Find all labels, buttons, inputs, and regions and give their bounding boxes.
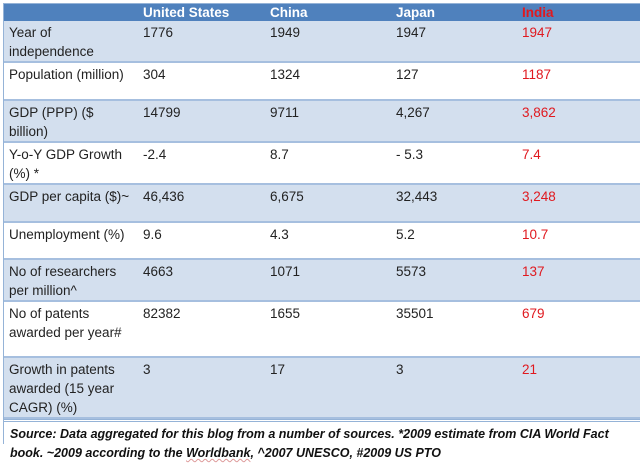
cell-india: 679 <box>517 301 640 358</box>
cell-united-states: 4663 <box>138 259 265 302</box>
row-label: GDP (PPP) ($ billion) <box>4 100 138 143</box>
row-label: Growth in patents awarded (15 year CAGR)… <box>4 357 138 419</box>
table-row: GDP (PPP) ($ billion) 14799 9711 4,267 3,862 <box>4 100 640 143</box>
row-label: Population (million) <box>4 62 138 101</box>
cell-japan: 4,267 <box>391 100 517 143</box>
cell-india: 21 <box>517 357 640 419</box>
cell-india: 7.4 <box>517 142 640 185</box>
cell-india: 137 <box>517 259 640 302</box>
table-row: No of patents awarded per year# 82382 1655… <box>4 301 640 358</box>
cell-china: 8.7 <box>265 142 391 185</box>
row-label: No of patents awarded per year# <box>4 301 138 358</box>
cell-china: 1655 <box>265 301 391 358</box>
row-label: No of researchers per million^ <box>4 259 138 302</box>
cell-united-states: 1776 <box>138 21 265 63</box>
cell-china: 1949 <box>265 21 391 63</box>
cell-india: 10.7 <box>517 222 640 260</box>
cell-japan: 1947 <box>391 21 517 63</box>
cell-japan: 32,443 <box>391 184 517 223</box>
cell-united-states: 3 <box>138 357 265 419</box>
cell-united-states: -2.4 <box>138 142 265 185</box>
cell-india: 3,248 <box>517 184 640 223</box>
header-row: United States China Japan India <box>4 4 640 21</box>
cell-united-states: 14799 <box>138 100 265 143</box>
cell-china: 6,675 <box>265 184 391 223</box>
cell-united-states: 9.6 <box>138 222 265 260</box>
header-japan: Japan <box>391 4 517 21</box>
cell-china: 1071 <box>265 259 391 302</box>
cell-china: 9711 <box>265 100 391 143</box>
cell-china: 17 <box>265 357 391 419</box>
table-row: Population (million) 304 1324 127 1187 <box>4 62 640 101</box>
cell-china: 4.3 <box>265 222 391 260</box>
table-row: Unemployment (%) 9.6 4.3 5.2 10.7 <box>4 222 640 260</box>
row-label: Y-o-Y GDP Growth (%) * <box>4 142 138 185</box>
header-blank <box>4 4 138 21</box>
header-india: India <box>517 4 640 21</box>
table-row: Growth in patents awarded (15 year CAGR)… <box>4 357 640 419</box>
header-china: China <box>265 4 391 21</box>
footnote-worldbank: Worldbank <box>186 446 251 460</box>
row-label: Unemployment (%) <box>4 222 138 260</box>
table-row: GDP per capita ($)~ 46,436 6,675 32,443 3,24… <box>4 184 640 223</box>
cell-united-states: 82382 <box>138 301 265 358</box>
cell-united-states: 304 <box>138 62 265 101</box>
header-united-states: United States <box>138 4 265 21</box>
row-label: Year of independence <box>4 21 138 63</box>
cell-india: 3,862 <box>517 100 640 143</box>
footnote-text-end: , ^2007 UNESCO, #2009 US PTO <box>250 446 441 460</box>
cell-japan: 3 <box>391 357 517 419</box>
cell-japan: 35501 <box>391 301 517 358</box>
cell-japan: 5.2 <box>391 222 517 260</box>
row-label: GDP per capita ($)~ <box>4 184 138 223</box>
cell-china: 1324 <box>265 62 391 101</box>
table-row: Y-o-Y GDP Growth (%) * -2.4 8.7- 5.3 7.4 <box>4 142 640 185</box>
cell-japan: - 5.3 <box>391 142 517 185</box>
country-comparison-table: United States China Japan India Year of … <box>4 4 640 419</box>
comparison-table-container: United States China Japan India Year of … <box>3 3 640 460</box>
cell-japan: 127 <box>391 62 517 101</box>
cell-india: 1947 <box>517 21 640 63</box>
cell-japan: 5573 <box>391 259 517 302</box>
table-row: No of researchers per million^ 4663 1071 55… <box>4 259 640 302</box>
cell-united-states: 46,436 <box>138 184 265 223</box>
table-row: Year of independence 1776 1949 1947 1947 <box>4 21 640 63</box>
cell-india: 1187 <box>517 62 640 101</box>
